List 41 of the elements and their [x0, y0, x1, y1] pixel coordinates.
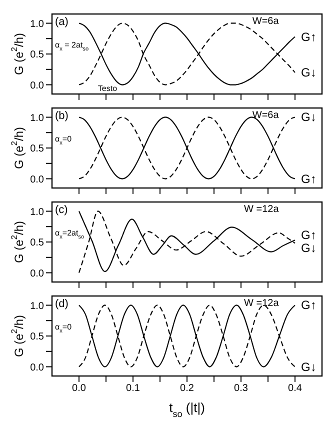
- y-tick-label: 0.5: [30, 50, 44, 61]
- line-series: [78, 116, 296, 180]
- x-tick-label: 0.2: [180, 383, 194, 394]
- annotation: W=6a: [252, 110, 280, 121]
- x-tick-label: 0.1: [126, 383, 140, 394]
- x-tick-label: 0.4: [288, 383, 302, 394]
- annotation: (a): [55, 16, 68, 28]
- annotation: (b): [55, 110, 68, 122]
- y-tick-label: 1.0: [30, 112, 44, 124]
- series-label: G↑: [301, 30, 316, 44]
- annotation: W=6a: [252, 16, 280, 27]
- series-label: G↑: [301, 228, 316, 242]
- y-tick-label: 0.0: [30, 174, 44, 186]
- y-tick-label: 0.0: [30, 80, 44, 92]
- annotation: α$_{x}$=2at$_{so}$: [55, 228, 84, 241]
- series-label: G↓: [301, 65, 316, 80]
- series-label: G↑: [301, 298, 316, 312]
- annotation: W =12a: [244, 298, 280, 309]
- x-tick-label: 0.0: [72, 383, 86, 394]
- annotation: α$_{x}$=0: [55, 134, 72, 147]
- series-label: G↓: [301, 241, 316, 256]
- y-tick-label: 1.0: [30, 18, 44, 30]
- series-label: G↓: [301, 110, 316, 124]
- annotation: W =12a: [244, 204, 280, 215]
- y-tick-label: 0.0: [30, 268, 44, 280]
- annotation: α$_{x}$=0: [55, 322, 72, 335]
- y-tick-label: 1.0: [30, 206, 44, 218]
- annotation: (c): [55, 204, 68, 216]
- x-axis-title: t$_{so}$ (|t|): [169, 400, 205, 419]
- x-tick-label: 0.3: [234, 383, 248, 394]
- y-tick-label: 0.5: [30, 238, 44, 249]
- annotation: α$_{x}$ = 2at$_{so}$: [55, 40, 89, 53]
- annotation: (d): [55, 298, 68, 310]
- y-tick-label: 0.5: [30, 332, 44, 343]
- y-tick-label: 0.5: [30, 144, 44, 155]
- line-series: [78, 304, 296, 368]
- annotation: Testo: [98, 84, 118, 93]
- y-tick-label: 1.0: [30, 300, 44, 312]
- series-label: G↑: [301, 172, 316, 186]
- series-label: G↓: [301, 360, 316, 374]
- y-tick-label: 0.0: [30, 362, 44, 374]
